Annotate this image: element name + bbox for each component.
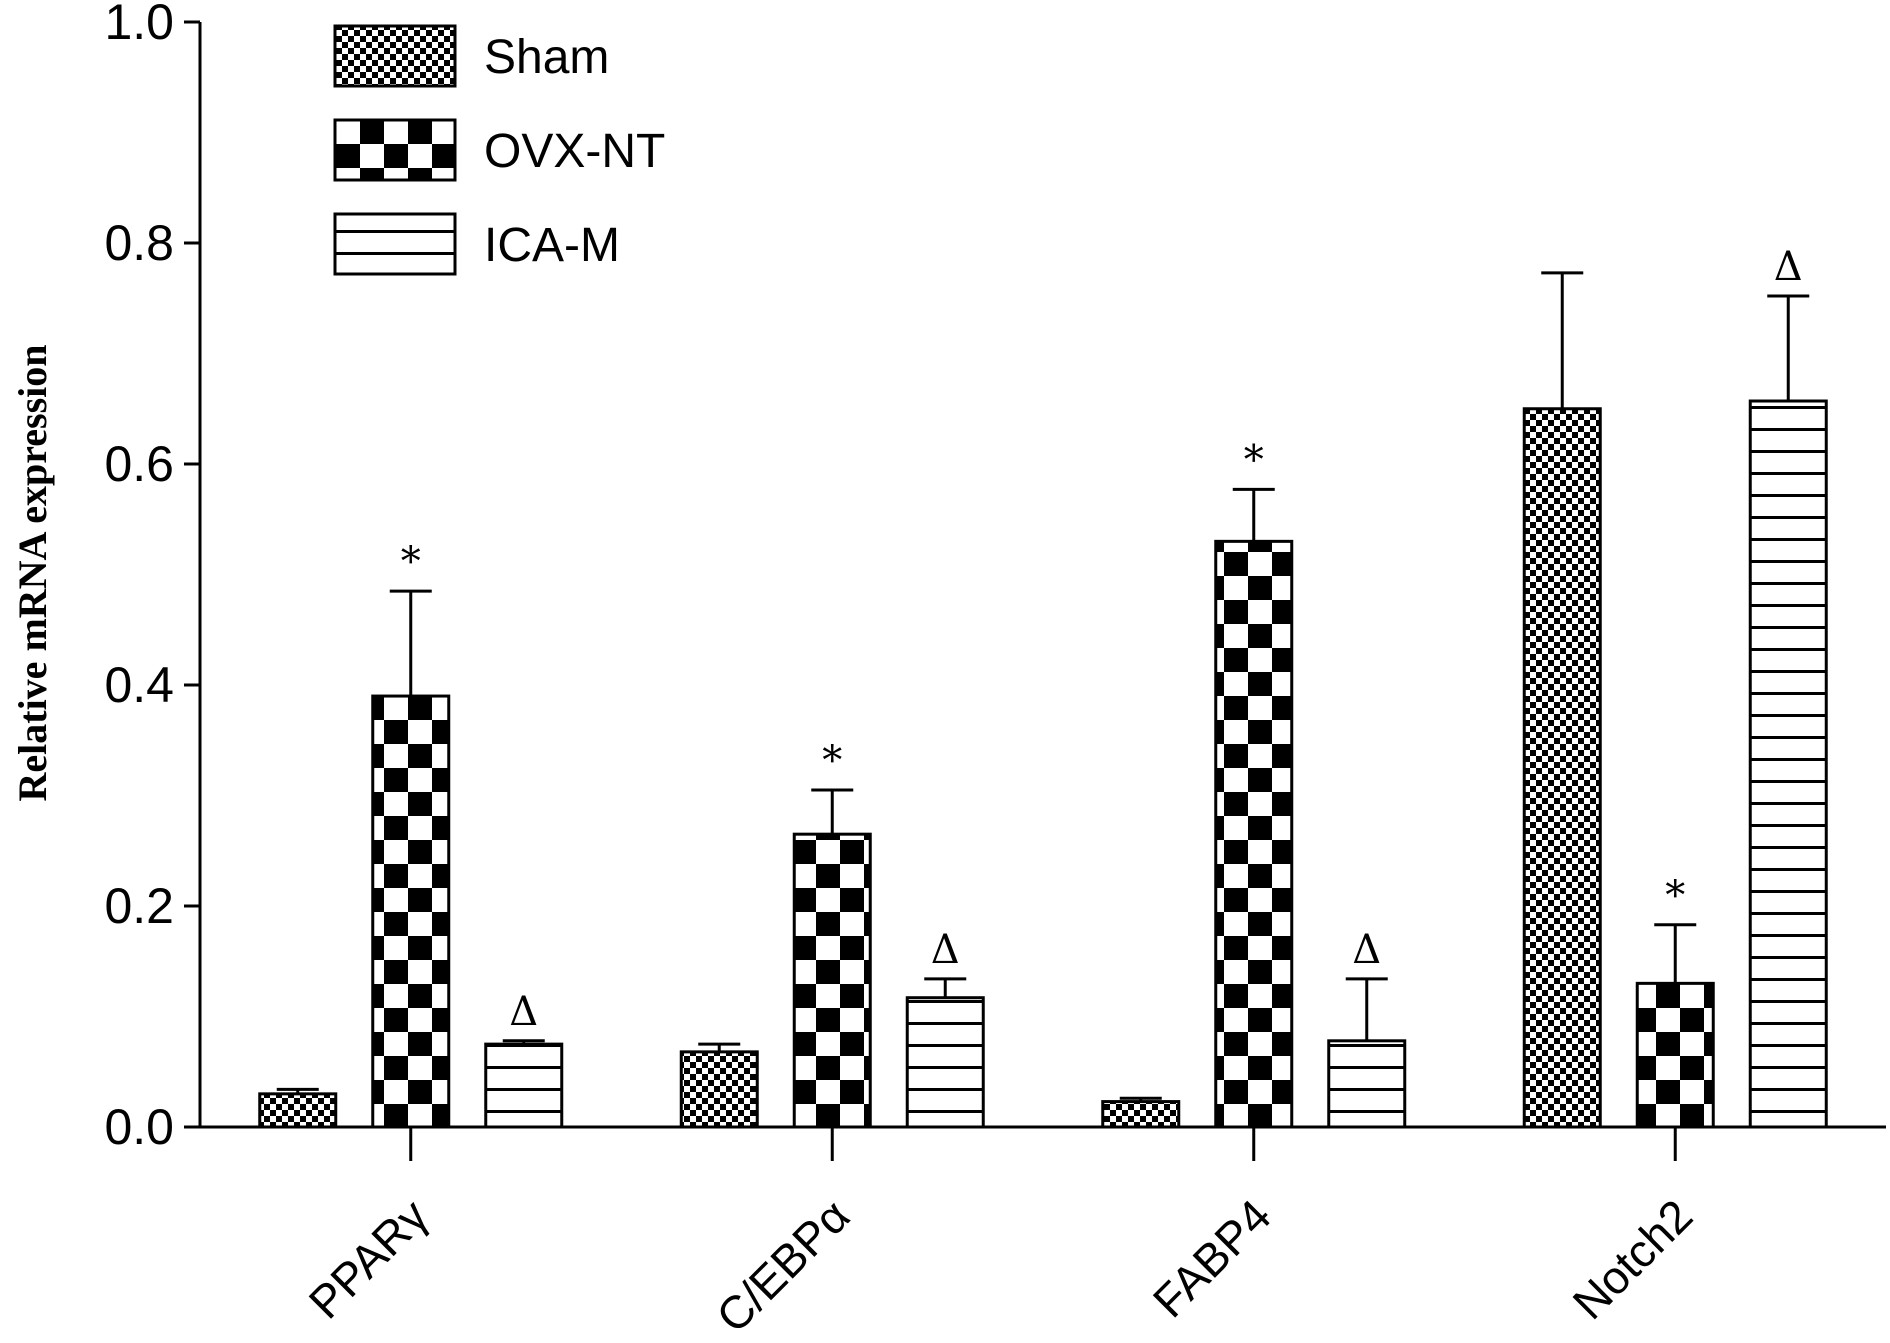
y-tick-label: 0.4 xyxy=(104,657,174,713)
legend-label: OVX-NT xyxy=(484,125,665,178)
bar xyxy=(1748,399,1828,1129)
bar xyxy=(484,1042,564,1129)
axes xyxy=(198,22,1886,1129)
bar-group xyxy=(679,1042,759,1129)
significance-marker: * xyxy=(1665,873,1685,919)
bar-group: Δ xyxy=(484,989,564,1129)
y-ticks: 0.0 0.2 0.4 0.6 0.8 1.0 xyxy=(104,0,200,1155)
legend-item: ICA-M xyxy=(333,212,620,276)
bar-group: Δ xyxy=(1327,927,1407,1129)
bar xyxy=(1635,981,1715,1129)
bars: * Δ * Δ * Δ * Δ xyxy=(258,244,1828,1129)
bar xyxy=(679,1050,759,1129)
y-tick-label: 0.2 xyxy=(104,878,174,934)
bar-group xyxy=(1522,271,1602,1129)
y-tick-label: 0.8 xyxy=(104,215,174,271)
bar-group: Δ xyxy=(905,927,985,1129)
legend-label: ICA-M xyxy=(484,219,620,272)
legend-item: Sham xyxy=(333,24,609,88)
x-tick-label: FABP4 xyxy=(1143,1189,1281,1327)
significance-marker: Δ xyxy=(1352,927,1381,973)
x-tick-label: PPARγ xyxy=(299,1189,438,1328)
legend-swatch xyxy=(333,212,457,276)
bar xyxy=(1327,1039,1407,1129)
significance-marker: Δ xyxy=(509,989,538,1035)
significance-marker: Δ xyxy=(931,927,960,973)
x-tick-labels: PPARγ C/EBPα FABP4 Notch2 xyxy=(299,1127,1702,1342)
bar-group: * xyxy=(792,738,872,1129)
legend-swatch xyxy=(333,118,457,182)
y-tick-label: 1.0 xyxy=(104,0,174,50)
x-tick-label: C/EBPα xyxy=(706,1189,859,1342)
bar xyxy=(1214,539,1294,1129)
legend: Sham OVX-NT ICA-M xyxy=(333,24,665,276)
bar-group: * xyxy=(1635,873,1715,1129)
bar xyxy=(258,1092,338,1129)
bar xyxy=(371,694,451,1129)
x-tick-label: Notch2 xyxy=(1562,1189,1702,1329)
legend-label: Sham xyxy=(484,31,609,84)
y-tick-label: 0.0 xyxy=(104,1099,174,1155)
bar-group xyxy=(258,1087,338,1129)
significance-marker: * xyxy=(1244,437,1264,483)
bar xyxy=(792,832,872,1129)
legend-swatch xyxy=(333,24,457,88)
significance-marker: * xyxy=(401,539,421,585)
bar xyxy=(1522,407,1602,1129)
y-tick-label: 0.6 xyxy=(104,436,174,492)
significance-marker: Δ xyxy=(1774,244,1803,290)
legend-item: OVX-NT xyxy=(333,118,665,182)
y-axis-label: Relative mRNA expression xyxy=(10,345,55,802)
bar xyxy=(905,996,985,1129)
bar-group: Δ xyxy=(1748,244,1828,1129)
bar-group: * xyxy=(1214,437,1294,1129)
bar-group: * xyxy=(371,539,451,1129)
bar-group xyxy=(1101,1096,1181,1129)
significance-marker: * xyxy=(822,738,842,784)
bar xyxy=(1101,1100,1181,1129)
